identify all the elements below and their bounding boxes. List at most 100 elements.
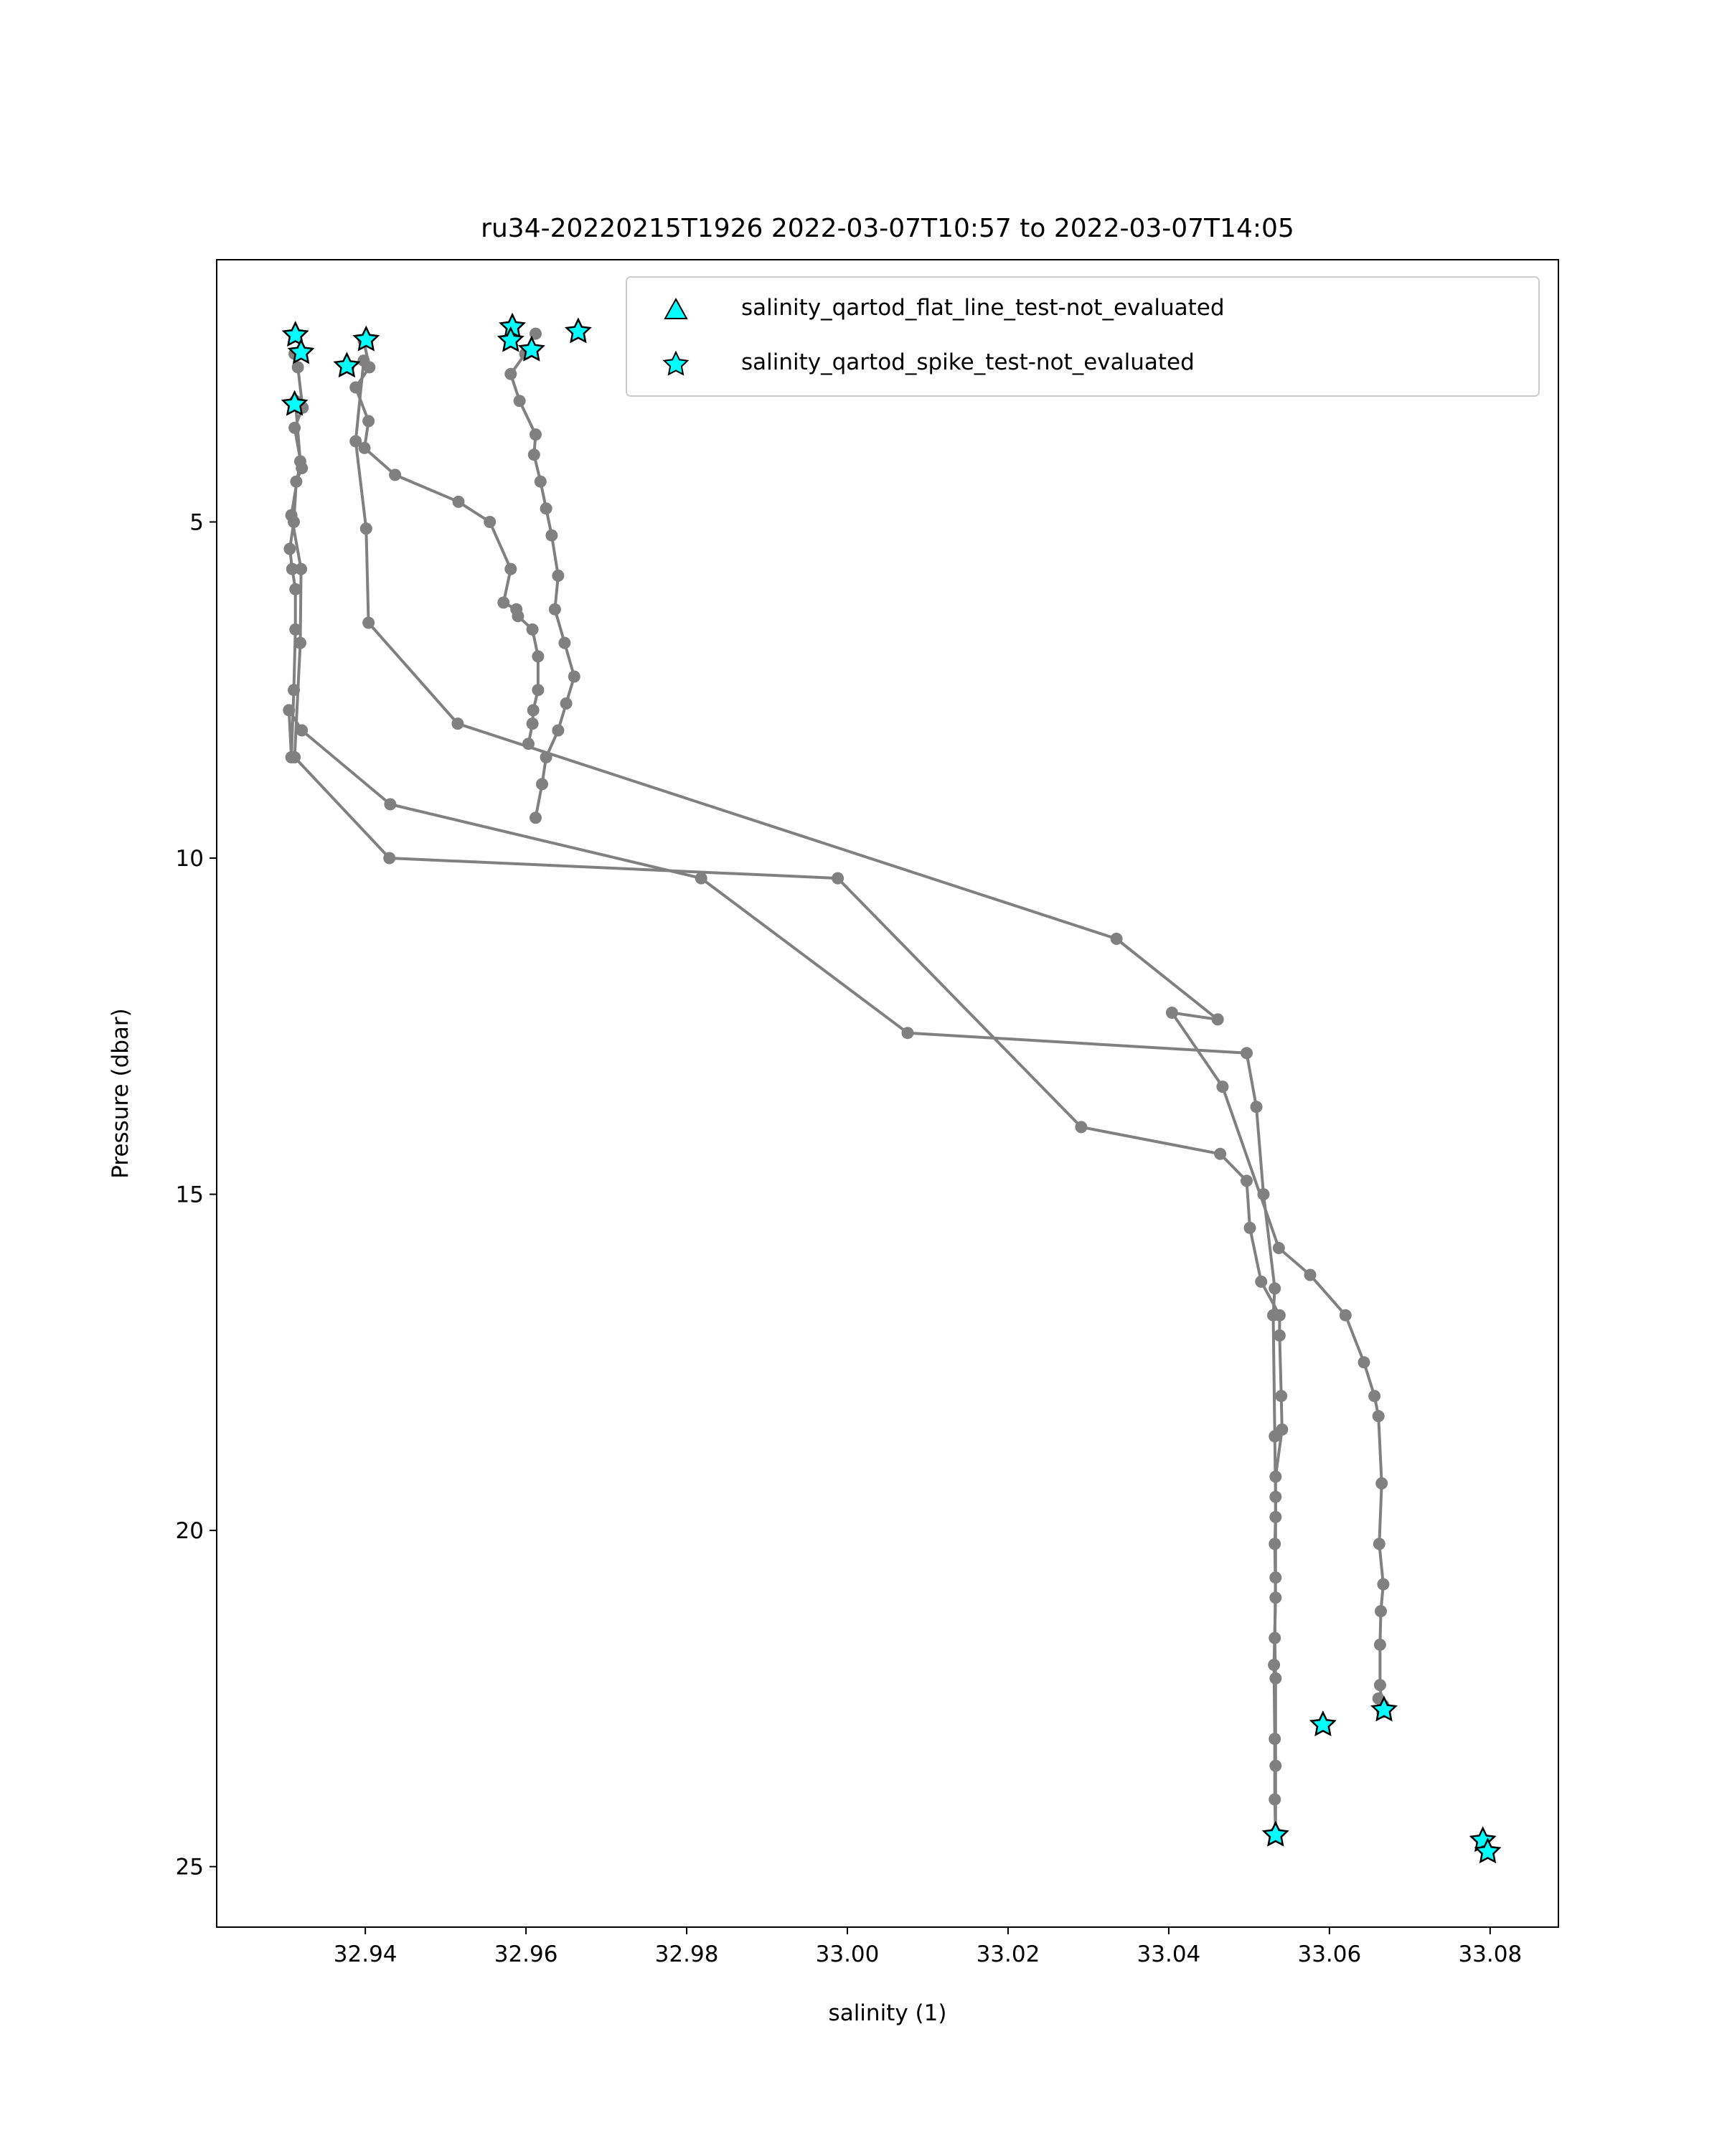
data-point [363,361,376,374]
data-point [1373,1638,1386,1651]
data-point [1373,1679,1386,1692]
x-tick-label: 32.98 [655,1941,719,1967]
data-point [1269,1510,1282,1523]
x-tick-label: 33.06 [1297,1941,1361,1967]
data-point [452,495,465,508]
legend-box [626,276,1540,397]
data-point [1273,1309,1286,1322]
spike-flag-marker [333,352,361,378]
data-point [1377,1578,1390,1591]
data-point [1269,1591,1282,1604]
legend-flat-line-marker [664,297,688,319]
x-tick-label: 33.04 [1137,1941,1201,1967]
y-tick-label: 25 [176,1855,204,1880]
data-point [362,616,375,629]
data-point [295,562,308,575]
data-point [294,636,306,649]
data-point [358,441,371,454]
data-point [527,448,540,461]
spike-flag-marker [564,317,592,344]
data-point [1211,1013,1224,1026]
x-tick-label: 33.00 [816,1941,880,1967]
data-point [288,751,301,763]
data-point [1269,1470,1282,1483]
data-point [497,596,510,609]
y-tick-label: 10 [176,846,204,872]
legend-spike-marker [662,350,690,376]
data-point [1214,1147,1227,1160]
data-point [1339,1309,1352,1322]
x-axis-label: salinity (1) [829,2000,947,2026]
x-tick-label: 33.08 [1458,1941,1522,1967]
data-point [504,367,517,380]
data-point [530,811,542,824]
data-point [512,610,524,623]
data-point [526,623,539,636]
data-point [545,529,558,542]
data-point [532,684,545,697]
data-point [1075,1121,1088,1134]
spike-flag-marker [1309,1710,1337,1737]
data-point [560,697,573,710]
data-point [1272,1242,1285,1254]
data-point [1276,1423,1289,1436]
data-point [1375,1605,1387,1618]
data-point [1165,1007,1178,1019]
data-point [1268,1659,1281,1671]
axis-ticks: 32.94 32.96 32.98 33.00 33.02 33.04 33.06 33.08… [176,509,1523,1967]
data-point [534,475,547,488]
data-point [552,569,565,582]
flag-markers [281,312,1502,1864]
data-point [362,415,375,428]
data-point [568,670,580,683]
spike-flag-marker [287,338,315,364]
legend-flat-line-label: salinity_qartod_flat_line_test-not_evalu… [741,295,1225,321]
chart-title: ru34-20220215T1926 2022-03-07T10:57 to 2… [481,214,1294,243]
data-point [484,516,497,528]
y-tick-label: 15 [176,1182,204,1208]
data-point [695,872,707,885]
data-point [540,502,552,515]
data-point [532,650,545,663]
data-point [832,872,844,885]
data-point [527,704,540,717]
data-point [285,509,298,522]
data-point [552,724,565,737]
data-point [522,738,535,750]
data-point [286,562,298,575]
data-point [1368,1390,1381,1403]
data-point [540,751,552,763]
data-point [1216,1081,1229,1093]
data-point [1375,1477,1388,1489]
data-point [1241,1047,1253,1060]
data-point [359,522,372,535]
x-tick-label: 32.96 [494,1941,558,1967]
data-point [548,603,561,616]
spike-flag-marker [497,326,524,352]
data-point [1269,1282,1281,1295]
data-point [1250,1101,1263,1114]
data-point [389,469,402,481]
data-point [558,636,571,649]
data-point [294,455,306,468]
data-point [283,704,296,717]
data-point [1372,1410,1385,1423]
data-point [383,852,396,865]
data-point [513,395,526,408]
spike-flag-marker [1474,1837,1502,1864]
x-tick-label: 32.94 [334,1941,397,1967]
y-axis-label: Pressure (dbar) [108,1008,133,1179]
data-point [291,361,304,374]
data-point [289,583,302,596]
spike-flag-marker [1370,1695,1398,1722]
x-tick-label: 33.02 [977,1941,1040,1967]
data-point [1269,1538,1281,1550]
spike-flag-marker [281,390,309,416]
legend-spike-label: salinity_qartod_spike_test-not_evaluated [741,349,1195,375]
data-point [1269,1793,1281,1806]
data-point [1373,1538,1385,1550]
data-point [349,435,362,448]
data-point [901,1027,914,1040]
